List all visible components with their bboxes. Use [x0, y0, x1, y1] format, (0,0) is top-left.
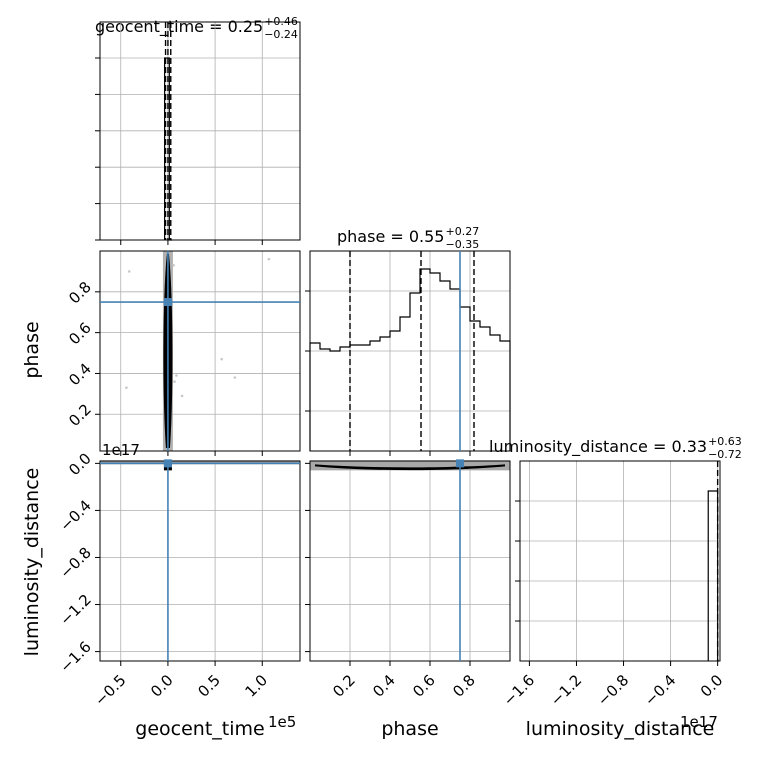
- sample-point: [127, 270, 131, 273]
- x-tick-label-geocent-time: −0.5: [91, 671, 129, 709]
- y-tick-label-phase: 0.4: [65, 360, 95, 390]
- y-tick-label-luminosity-distance: −0.4: [56, 497, 94, 535]
- panel-frame-luminosity-distance: [519, 460, 721, 662]
- x-axis-label-luminosity-distance: luminosity_distance: [526, 718, 715, 740]
- scale-label-luminosity-distance-y: 1e17: [102, 441, 140, 459]
- scale-label-geocent-time: 1e5: [268, 713, 296, 731]
- x-tick-label-luminosity-distance: −0.8: [594, 671, 632, 709]
- y-tick-label-luminosity-distance: −0.8: [56, 544, 94, 582]
- sample-point: [220, 357, 223, 361]
- truth-marker: [163, 298, 172, 307]
- sample-point: [172, 263, 175, 267]
- panel-title-upper-error: +0.63: [708, 435, 742, 448]
- x-tick-label-geocent-time: 0.0: [147, 671, 177, 701]
- y-tick-label-luminosity-distance: −1.6: [56, 638, 94, 676]
- title-phase: phase = 0.55 +0.27−0.35: [337, 225, 479, 251]
- title-geocent-time: geocent_time = 0.25 +0.46−0.24: [95, 15, 298, 41]
- panel-title-lower-error: −0.35: [445, 238, 479, 251]
- sample-point: [180, 394, 184, 398]
- sample-point: [267, 257, 271, 261]
- x-tick-label-luminosity-distance: −0.4: [641, 671, 679, 709]
- y-axis-label-phase: phase: [21, 321, 43, 378]
- panel-frame-ld-vs-geocent-time: [99, 460, 301, 662]
- x-axis-label-phase: phase: [381, 718, 438, 740]
- x-tick-label-phase: 0.6: [409, 671, 439, 701]
- sample-point: [175, 374, 178, 377]
- truth-marker: [456, 459, 464, 468]
- panel-titles: geocent_time = 0.25 +0.46−0.24 phase = 0.5…: [95, 15, 742, 461]
- histogram-phase: [309, 268, 511, 451]
- density-region: [100, 460, 300, 465]
- panel-title-text: luminosity_distance = 0.33: [489, 437, 707, 457]
- truth-marker: [163, 459, 172, 468]
- axis-labels: geocent_time phase luminosity_distance p…: [21, 321, 718, 740]
- panel-title-text: phase = 0.55: [337, 227, 444, 246]
- title-luminosity-distance: luminosity_distance = 0.33 +0.63−0.72: [489, 435, 742, 461]
- corner-panels: −1.6 −1.2 −0.8 −0.4 0.00.20.40.60.8−0.5 0.0 0.…: [56, 21, 727, 710]
- sample-point: [233, 376, 237, 379]
- x-tick-label-geocent-time: 1.0: [241, 671, 271, 701]
- sample-point: [173, 380, 176, 383]
- y-tick-label-phase: 0.6: [65, 319, 95, 349]
- x-tick-label-phase: 0.2: [329, 671, 359, 701]
- panel-title-text: geocent_time = 0.25: [95, 17, 263, 37]
- scale-label-luminosity-distance-x: 1e17: [680, 713, 718, 731]
- x-axis-label-geocent-time: geocent_time: [135, 718, 264, 740]
- sample-point: [125, 386, 128, 390]
- panel-title-lower-error: −0.24: [264, 28, 298, 41]
- panel-frame-phase-vs-geocent-time: [99, 250, 301, 452]
- density-contour: [315, 464, 505, 471]
- panel-title-lower-error: −0.72: [708, 448, 742, 461]
- x-tick-label-luminosity-distance: 0.0: [697, 671, 727, 701]
- panel-frame-ld-vs-phase: [309, 460, 511, 662]
- y-tick-label-luminosity-distance: −1.2: [56, 591, 94, 629]
- y-tick-label-luminosity-distance: 0.0: [65, 449, 95, 479]
- x-tick-label-luminosity-distance: −1.6: [500, 671, 538, 709]
- y-axis-label-luminosity-distance: luminosity_distance: [21, 468, 43, 657]
- x-tick-label-geocent-time: 0.5: [194, 671, 224, 701]
- panel-title-upper-error: +0.27: [445, 225, 479, 238]
- panel-frame-geocent-time: [99, 21, 301, 241]
- y-tick-label-phase: 0.8: [65, 278, 95, 308]
- y-tick-label-phase: 0.2: [65, 400, 95, 430]
- x-tick-label-phase: 0.4: [369, 671, 399, 701]
- x-tick-label-phase: 0.8: [449, 671, 479, 701]
- histogram-geocent-time: [164, 57, 173, 241]
- density-region: [310, 460, 510, 471]
- x-tick-label-luminosity-distance: −1.2: [547, 671, 585, 709]
